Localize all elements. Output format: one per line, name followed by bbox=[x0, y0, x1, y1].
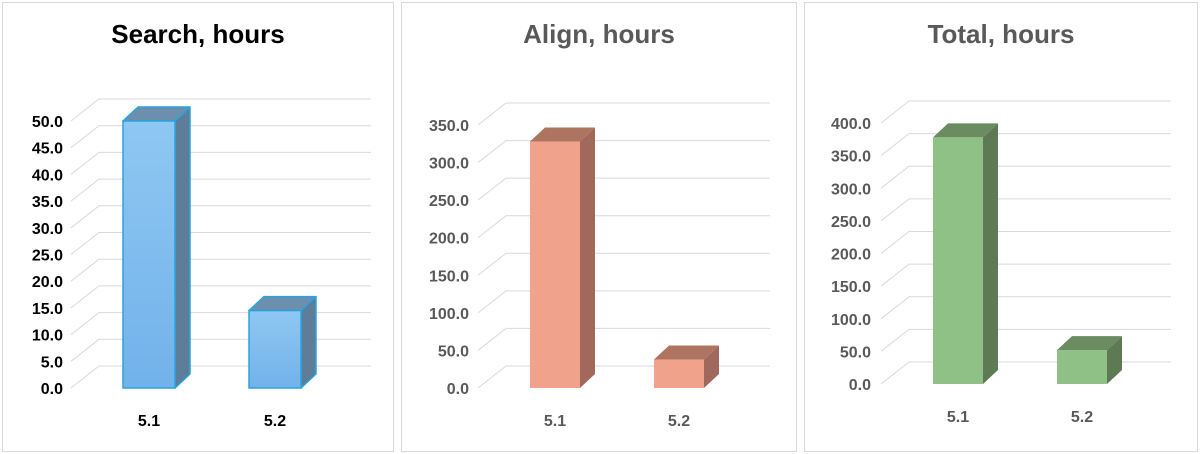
bar-side-face bbox=[300, 295, 317, 389]
gridline bbox=[477, 140, 770, 163]
gridline bbox=[70, 125, 371, 149]
bar-side-face bbox=[1107, 336, 1122, 384]
bar-front-face bbox=[122, 120, 176, 389]
y-tick-label: 35.0 bbox=[32, 194, 63, 211]
gridline bbox=[477, 215, 770, 239]
gridline bbox=[70, 338, 371, 362]
bar-top-face bbox=[530, 127, 595, 142]
gridline bbox=[880, 328, 1171, 352]
y-tick-label: 350.0 bbox=[831, 149, 871, 166]
gridline bbox=[477, 327, 770, 351]
x-category-label: 5.2 bbox=[264, 413, 286, 430]
search-hours-chart: 0.0 5.0 10.0 15.0 20.0 25.0 30.0 35.0 40.0 45.0 50… bbox=[32, 98, 371, 430]
bar-front-face bbox=[933, 137, 983, 384]
y-tick-label: 50.0 bbox=[438, 343, 469, 360]
y-tick-label: 25.0 bbox=[32, 248, 63, 265]
bar-top-face bbox=[1057, 336, 1122, 351]
bar-5.1 bbox=[530, 127, 595, 388]
bar-side-face bbox=[580, 127, 595, 388]
y-tick-label: 100.0 bbox=[429, 306, 469, 323]
gridline bbox=[70, 312, 371, 335]
y-tick-label: 350.0 bbox=[429, 118, 469, 135]
y-tick-label: 200.0 bbox=[429, 231, 469, 248]
y-tick-label: 300.0 bbox=[831, 181, 871, 198]
x-category-label: 5.1 bbox=[544, 413, 566, 430]
gridline bbox=[880, 133, 1171, 157]
bar-side-face bbox=[704, 345, 719, 388]
y-tick-label: 150.0 bbox=[429, 268, 469, 285]
y-tick-label: 0.0 bbox=[849, 377, 871, 394]
total-hours-chart: 0.0 50.0 100.0 150.0 200.0 250.0 300.0 350.0 400… bbox=[831, 100, 1171, 426]
gridline bbox=[477, 252, 770, 276]
gridline bbox=[880, 165, 1171, 189]
bar-front-face bbox=[248, 309, 302, 389]
chart-title: Align, hours bbox=[523, 19, 675, 49]
y-tick-label: 40.0 bbox=[32, 167, 63, 184]
bar-5.1 bbox=[933, 123, 998, 384]
gridline bbox=[477, 365, 770, 389]
y-tick-label: 50.0 bbox=[32, 114, 63, 131]
gridline bbox=[477, 177, 770, 201]
bar-top-face bbox=[933, 123, 998, 138]
gridline bbox=[880, 198, 1171, 222]
gridline bbox=[880, 361, 1171, 385]
chart-panel-align: Align, hours 0.0 50.0 100.0 150.0 200.0 250.0… bbox=[401, 2, 797, 452]
y-tick-label: 15.0 bbox=[32, 301, 63, 318]
gridline bbox=[70, 285, 371, 309]
bar-front-face bbox=[1057, 350, 1107, 384]
bar-5.2 bbox=[654, 345, 719, 388]
bar-top-face bbox=[654, 345, 719, 360]
bar-side-face bbox=[174, 106, 191, 389]
y-tick-label: 100.0 bbox=[831, 312, 871, 329]
gridline bbox=[477, 290, 770, 314]
y-tick-label: 0.0 bbox=[447, 381, 469, 398]
gridline bbox=[880, 263, 1171, 287]
gridline bbox=[880, 231, 1171, 254]
gridline bbox=[70, 365, 371, 389]
bar-5.2 bbox=[1057, 336, 1122, 384]
gridline bbox=[70, 151, 371, 175]
chart-panel-search: Search, hours 0.0 5.0 10.0 15.0 20.0 25.0 30.0… bbox=[2, 2, 394, 452]
bar-side-face bbox=[983, 123, 998, 384]
y-tick-label: 400.0 bbox=[831, 116, 871, 133]
gridline bbox=[70, 98, 371, 122]
gridline bbox=[880, 100, 1171, 124]
y-tick-label: 20.0 bbox=[32, 274, 63, 291]
bar-5.2 bbox=[248, 295, 317, 389]
x-category-label: 5.1 bbox=[947, 409, 969, 426]
y-tick-label: 200.0 bbox=[831, 247, 871, 264]
gridline bbox=[70, 205, 371, 229]
bar-front-face bbox=[530, 141, 580, 388]
gridline bbox=[70, 258, 371, 282]
gridline bbox=[477, 102, 770, 126]
align-hours-chart: 0.0 50.0 100.0 150.0 200.0 250.0 300.0 350.0 5.1… bbox=[429, 102, 770, 430]
y-tick-label: 250.0 bbox=[429, 193, 469, 210]
gridline bbox=[70, 232, 371, 255]
y-tick-label: 300.0 bbox=[429, 156, 469, 173]
y-tick-label: 50.0 bbox=[840, 344, 871, 361]
bar-5.1 bbox=[122, 106, 191, 389]
y-tick-label: 5.0 bbox=[41, 354, 63, 371]
y-tick-label: 150.0 bbox=[831, 279, 871, 296]
chart-title: Search, hours bbox=[111, 19, 285, 49]
gridline bbox=[70, 178, 371, 202]
gridline bbox=[880, 296, 1171, 320]
y-tick-label: 30.0 bbox=[32, 221, 63, 238]
x-category-label: 5.2 bbox=[668, 413, 690, 430]
x-category-label: 5.1 bbox=[138, 413, 160, 430]
chart-panel-total: Total, hours 0.0 50.0 100.0 150.0 200.0 250.0… bbox=[804, 2, 1198, 452]
y-tick-label: 10.0 bbox=[32, 328, 63, 345]
chart-title: Total, hours bbox=[927, 19, 1075, 49]
y-tick-label: 45.0 bbox=[32, 141, 63, 158]
x-category-label: 5.2 bbox=[1071, 409, 1093, 426]
bar-front-face bbox=[654, 359, 704, 388]
y-tick-label: 250.0 bbox=[831, 214, 871, 231]
y-tick-label: 0.0 bbox=[41, 381, 63, 398]
